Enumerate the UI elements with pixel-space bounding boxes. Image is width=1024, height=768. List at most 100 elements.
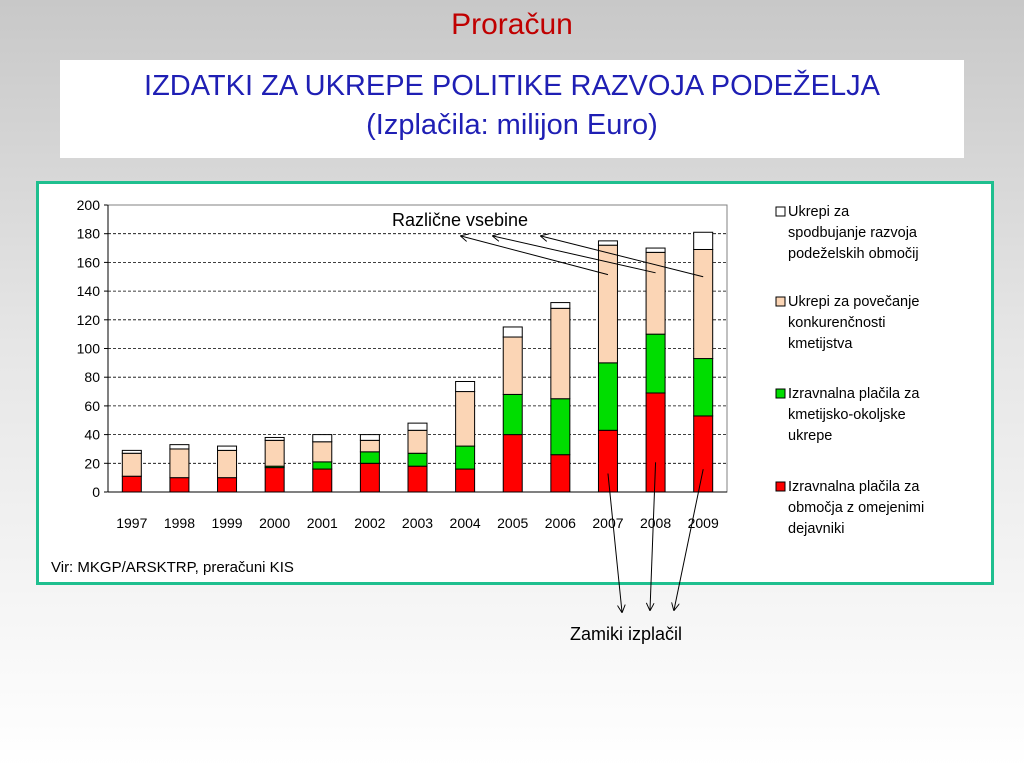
axes: 0 20 40 60 80 100 120 140 160 180 200 1997 1998 1999 2…	[77, 197, 728, 531]
bar-segment-2005-s1	[502, 393, 523, 436]
bar-segment-2009-s0	[693, 415, 714, 493]
annotation-arrow	[541, 236, 704, 278]
legend: Ukrepi za spodbujanje razvoja podeželskih …	[775, 204, 924, 537]
legend-label: spodbujanje razvoja	[788, 225, 918, 241]
x-tick-label-2003: 2003	[402, 515, 433, 531]
bar-segment-2006-s1	[550, 398, 571, 456]
legend-entry-1: Izravnalna plačila za kmetijsko-okoljske u…	[775, 386, 920, 444]
bar-segment-2006-s0	[550, 454, 571, 493]
legend-label: Ukrepi za povečanje	[788, 294, 919, 310]
annotation-different-content: Različne vsebine	[392, 210, 528, 230]
legend-swatch	[775, 296, 786, 307]
y-tick-label: 20	[84, 455, 100, 471]
bar-segment-2008-s1	[645, 333, 666, 394]
bar-segment-1998-s3	[169, 444, 190, 450]
bar-segment-2006-s3	[550, 302, 571, 309]
x-tick-label-1997: 1997	[116, 515, 147, 531]
bar-segment-2001-s2	[312, 441, 333, 463]
y-tick-label: 120	[77, 312, 101, 328]
bar-segment-2008-s3	[645, 247, 666, 253]
legend-swatch	[775, 481, 786, 492]
bar-segment-2006-s2	[550, 307, 571, 400]
bars	[121, 231, 714, 493]
legend-swatch	[775, 388, 786, 399]
y-tick-label: 180	[77, 226, 101, 242]
annotation-arrow	[493, 236, 656, 274]
x-tick-label-2002: 2002	[354, 515, 385, 531]
x-tick-label-2001: 2001	[307, 515, 338, 531]
legend-label: Ukrepi za	[788, 204, 850, 220]
annotation-arrows	[461, 236, 704, 278]
bar-segment-2002-s2	[359, 439, 380, 453]
legend-swatch	[775, 206, 786, 217]
chart-subtitle: (Izplačila: milijon Euro)	[366, 109, 658, 141]
bar-segment-2005-s0	[502, 434, 523, 493]
legend-label: konkurenčnosti	[788, 315, 886, 331]
bar-segment-2003-s0	[407, 465, 428, 493]
x-tick-label-2007: 2007	[592, 515, 623, 531]
bar-segment-2003-s2	[407, 429, 428, 454]
x-tick-label-1998: 1998	[164, 515, 195, 531]
legend-entry-0: Izravnalna plačila za območja z omejenimi…	[775, 479, 924, 537]
bar-segment-2003-s1	[407, 452, 428, 467]
x-tick-label-2004: 2004	[450, 515, 481, 531]
x-tick-label-2000: 2000	[259, 515, 290, 531]
chart-title: IZDATKI ZA UKREPE POLITIKE RAZVOJA PODEŽ…	[144, 70, 880, 102]
x-tick-label-2008: 2008	[640, 515, 671, 531]
bar-segment-2003-s3	[407, 422, 428, 431]
bar-segment-2004-s0	[455, 468, 476, 493]
slide-title: Proračun	[451, 8, 573, 41]
bar-segment-1999-s2	[217, 449, 238, 479]
x-tick-label-2009: 2009	[688, 515, 719, 531]
bar-segment-2002-s3	[359, 434, 380, 441]
bar-segment-2007-s1	[597, 362, 618, 431]
bar-segment-1997-s2	[121, 452, 142, 477]
y-tick-label: 160	[77, 254, 101, 270]
y-tick-label: 80	[84, 369, 100, 385]
bar-segment-2002-s0	[359, 462, 380, 493]
bar-segment-2004-s3	[455, 381, 476, 393]
x-tick-label-2006: 2006	[545, 515, 576, 531]
stacked-bar-chart: 0 20 40 60 80 100 120 140 160 180 200 1997 1998 1999 2…	[51, 197, 924, 576]
bar-segment-2009-s3	[693, 231, 714, 250]
annotation-arrow	[461, 236, 609, 276]
bar-segment-2001-s1	[312, 461, 333, 470]
bar-segment-2008-s0	[645, 392, 666, 493]
bar-segment-2009-s1	[693, 358, 714, 417]
y-tick-label: 200	[77, 197, 101, 213]
x-tick-label-2005: 2005	[497, 515, 528, 531]
legend-entry-2: Ukrepi za povečanje konkurenčnosti kmetijs…	[775, 294, 919, 352]
y-tick-label: 140	[77, 283, 101, 299]
bar-segment-1999-s3	[217, 445, 238, 451]
chart-frame: 0 20 40 60 80 100 120 140 160 180 200 1997 1998 1999 2…	[36, 181, 994, 585]
y-tick-label: 40	[84, 427, 100, 443]
bar-segment-2007-s3	[597, 240, 618, 246]
bar-segment-2005-s3	[502, 326, 523, 338]
legend-label: dejavniki	[788, 521, 844, 537]
bar-segment-1999-s0	[217, 477, 238, 493]
x-tick-label-1999: 1999	[211, 515, 242, 531]
y-tick-label: 100	[77, 341, 101, 357]
legend-label: Izravnalna plačila za	[788, 386, 920, 402]
bar-segment-2000-s2	[264, 439, 285, 467]
y-tick-label: 0	[92, 484, 100, 500]
bar-segment-1998-s2	[169, 448, 190, 479]
chart-title-box: IZDATKI ZA UKREPE POLITIKE RAZVOJA PODEŽ…	[60, 60, 964, 158]
bar-segment-2001-s3	[312, 434, 333, 443]
bar-segment-1997-s3	[121, 449, 142, 454]
bar-segment-2005-s2	[502, 336, 523, 395]
source-note: Vir: MKGP/ARSKTRP, preračuni KIS	[51, 559, 294, 576]
annotation-payment-delays: Zamiki izplačil	[570, 624, 683, 644]
bar-segment-2007-s0	[597, 429, 618, 493]
bar-segment-2001-s0	[312, 468, 333, 493]
legend-label: kmetijsko-okoljske	[788, 407, 906, 423]
legend-label: kmetijstva	[788, 336, 853, 352]
bar-segment-2004-s2	[455, 391, 476, 447]
legend-entry-3: Ukrepi za spodbujanje razvoja podeželskih …	[775, 204, 919, 262]
bar-segment-1997-s0	[121, 475, 142, 493]
legend-label: podeželskih območij	[788, 246, 919, 262]
bar-segment-2000-s3	[264, 436, 285, 441]
bar-segment-2009-s2	[693, 248, 714, 360]
legend-label: območja z omejenimi	[788, 500, 924, 516]
bar-segment-2007-s2	[597, 244, 618, 364]
